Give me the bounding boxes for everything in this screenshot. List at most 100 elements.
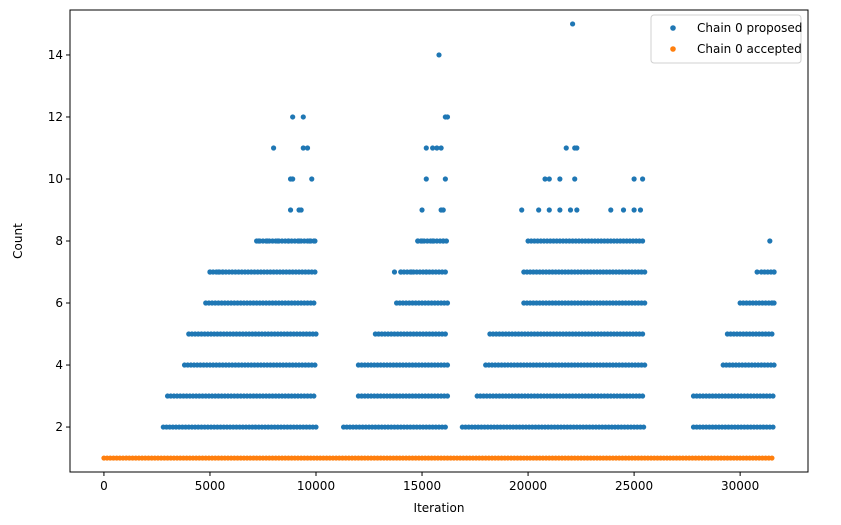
data-point: [419, 238, 425, 244]
data-point: [220, 269, 226, 275]
data-point: [574, 207, 580, 213]
x-tick-label: 30000: [721, 479, 759, 493]
plot-layer: [101, 21, 777, 461]
data-point: [207, 269, 213, 275]
data-point: [300, 145, 306, 151]
y-tick-label: 6: [55, 296, 63, 310]
data-point: [298, 207, 304, 213]
data-point: [312, 362, 318, 368]
data-point: [312, 238, 318, 244]
data-point: [641, 424, 647, 430]
data-point: [275, 238, 281, 244]
data-point: [423, 176, 429, 182]
legend-marker: [670, 25, 676, 31]
x-axis-label: Iteration: [414, 501, 465, 515]
data-point: [771, 300, 777, 306]
data-point: [574, 145, 580, 151]
y-tick-label: 8: [55, 234, 63, 248]
data-point: [415, 238, 421, 244]
data-point: [642, 269, 648, 275]
data-point: [309, 176, 315, 182]
data-point: [444, 393, 451, 399]
legend: Chain 0 proposed Chain 0 accepted: [650, 14, 802, 64]
data-point: [567, 207, 574, 213]
data-point: [631, 176, 637, 182]
data-point: [290, 114, 296, 120]
data-point: [398, 269, 404, 275]
y-tick-label: 2: [55, 420, 63, 434]
legend-marker: [670, 46, 676, 52]
x-tick-label: 0: [100, 479, 108, 493]
x-tick-label: 25000: [615, 479, 653, 493]
data-point: [311, 300, 317, 306]
data-point: [637, 207, 644, 213]
data-point: [754, 269, 760, 275]
data-point: [307, 238, 313, 244]
data-point: [430, 238, 436, 244]
data-point: [313, 331, 319, 337]
data-point: [631, 207, 637, 213]
data-point: [270, 145, 277, 151]
data-point: [444, 362, 451, 368]
legend-entry: Chain 0 proposed: [697, 21, 802, 35]
data-point: [572, 176, 578, 182]
data-point: [408, 269, 415, 275]
x-tick-label: 5000: [195, 479, 226, 493]
legend-box: [650, 14, 802, 64]
data-point: [642, 362, 648, 368]
x-tick-label: 10000: [297, 479, 335, 493]
data-point: [391, 269, 398, 275]
legend-entry: Chain 0 accepted: [697, 42, 802, 56]
data-point: [442, 424, 448, 430]
data-point: [304, 145, 311, 151]
data-point: [771, 269, 777, 275]
data-point: [570, 21, 576, 27]
series-1: [101, 455, 775, 461]
x-axis-ticks: 0 5000 10000 15000 20000 25000 30000: [100, 472, 759, 493]
data-point: [296, 238, 302, 244]
data-point: [312, 269, 318, 275]
data-point: [440, 238, 446, 244]
data-point: [546, 176, 552, 182]
data-point: [771, 362, 777, 368]
data-point: [313, 424, 319, 430]
data-point: [639, 238, 646, 244]
data-point: [442, 176, 448, 182]
y-tick-label: 4: [55, 358, 63, 372]
data-point: [546, 207, 552, 213]
data-point: [557, 176, 563, 182]
data-point: [264, 238, 270, 244]
data-point: [519, 207, 525, 213]
data-point: [608, 207, 614, 213]
data-point: [423, 269, 429, 275]
data-point: [311, 393, 317, 399]
data-point: [769, 455, 775, 461]
series-0: [160, 21, 777, 430]
data-point: [442, 269, 448, 275]
data-point: [770, 393, 776, 399]
data-point: [419, 207, 425, 213]
data-point: [542, 176, 548, 182]
data-point: [285, 238, 292, 244]
data-point: [642, 300, 648, 306]
y-tick-label: 10: [48, 172, 63, 186]
data-point: [770, 424, 776, 430]
data-point: [287, 207, 294, 213]
data-point: [442, 331, 448, 337]
data-point: [215, 269, 222, 275]
data-point: [300, 114, 306, 120]
data-point: [557, 207, 563, 213]
data-point: [639, 331, 646, 337]
data-point: [423, 145, 429, 151]
data-point: [444, 114, 451, 120]
data-point: [290, 176, 296, 182]
data-point: [536, 207, 542, 213]
y-tick-label: 12: [48, 110, 63, 124]
data-point: [620, 207, 627, 213]
y-tick-label: 14: [48, 48, 63, 62]
data-point: [430, 145, 436, 151]
data-point: [767, 238, 773, 244]
data-point: [256, 238, 262, 244]
data-point: [434, 145, 440, 151]
